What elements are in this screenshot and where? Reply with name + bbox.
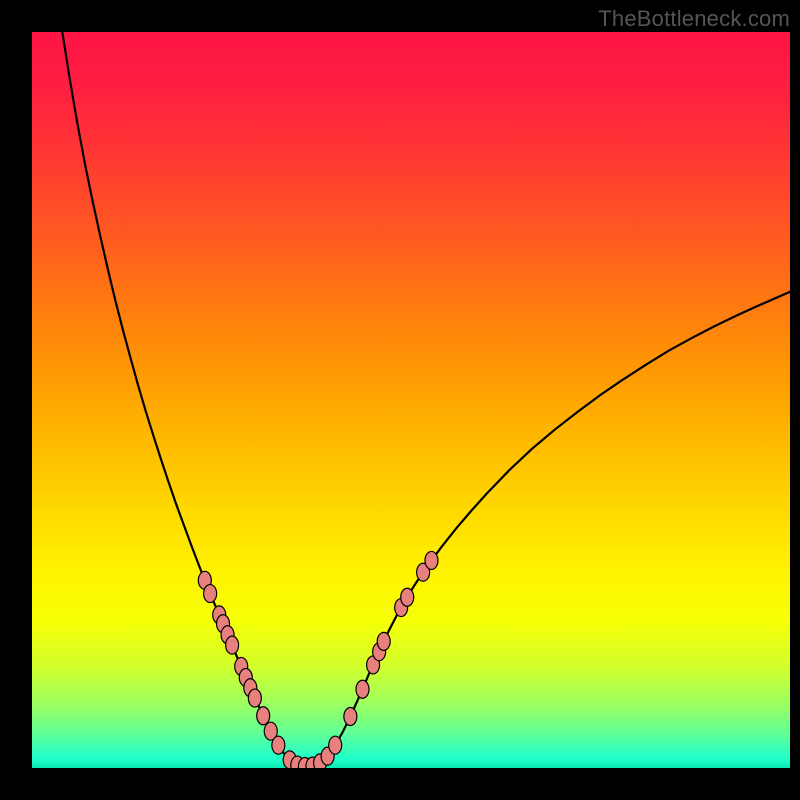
data-marker bbox=[257, 707, 270, 725]
data-marker bbox=[329, 736, 342, 754]
data-marker bbox=[425, 551, 438, 569]
data-marker bbox=[377, 632, 390, 650]
bottleneck-curve-chart bbox=[32, 32, 790, 768]
data-marker bbox=[226, 636, 239, 654]
data-marker bbox=[401, 588, 414, 606]
data-marker bbox=[272, 736, 285, 754]
plot-area bbox=[32, 32, 790, 768]
data-marker bbox=[248, 689, 261, 707]
watermark-text: TheBottleneck.com bbox=[598, 6, 790, 32]
chart-frame: TheBottleneck.com bbox=[0, 0, 800, 800]
data-marker bbox=[204, 585, 217, 603]
data-marker bbox=[356, 680, 369, 698]
gradient-background bbox=[32, 32, 790, 768]
data-marker bbox=[344, 707, 357, 725]
